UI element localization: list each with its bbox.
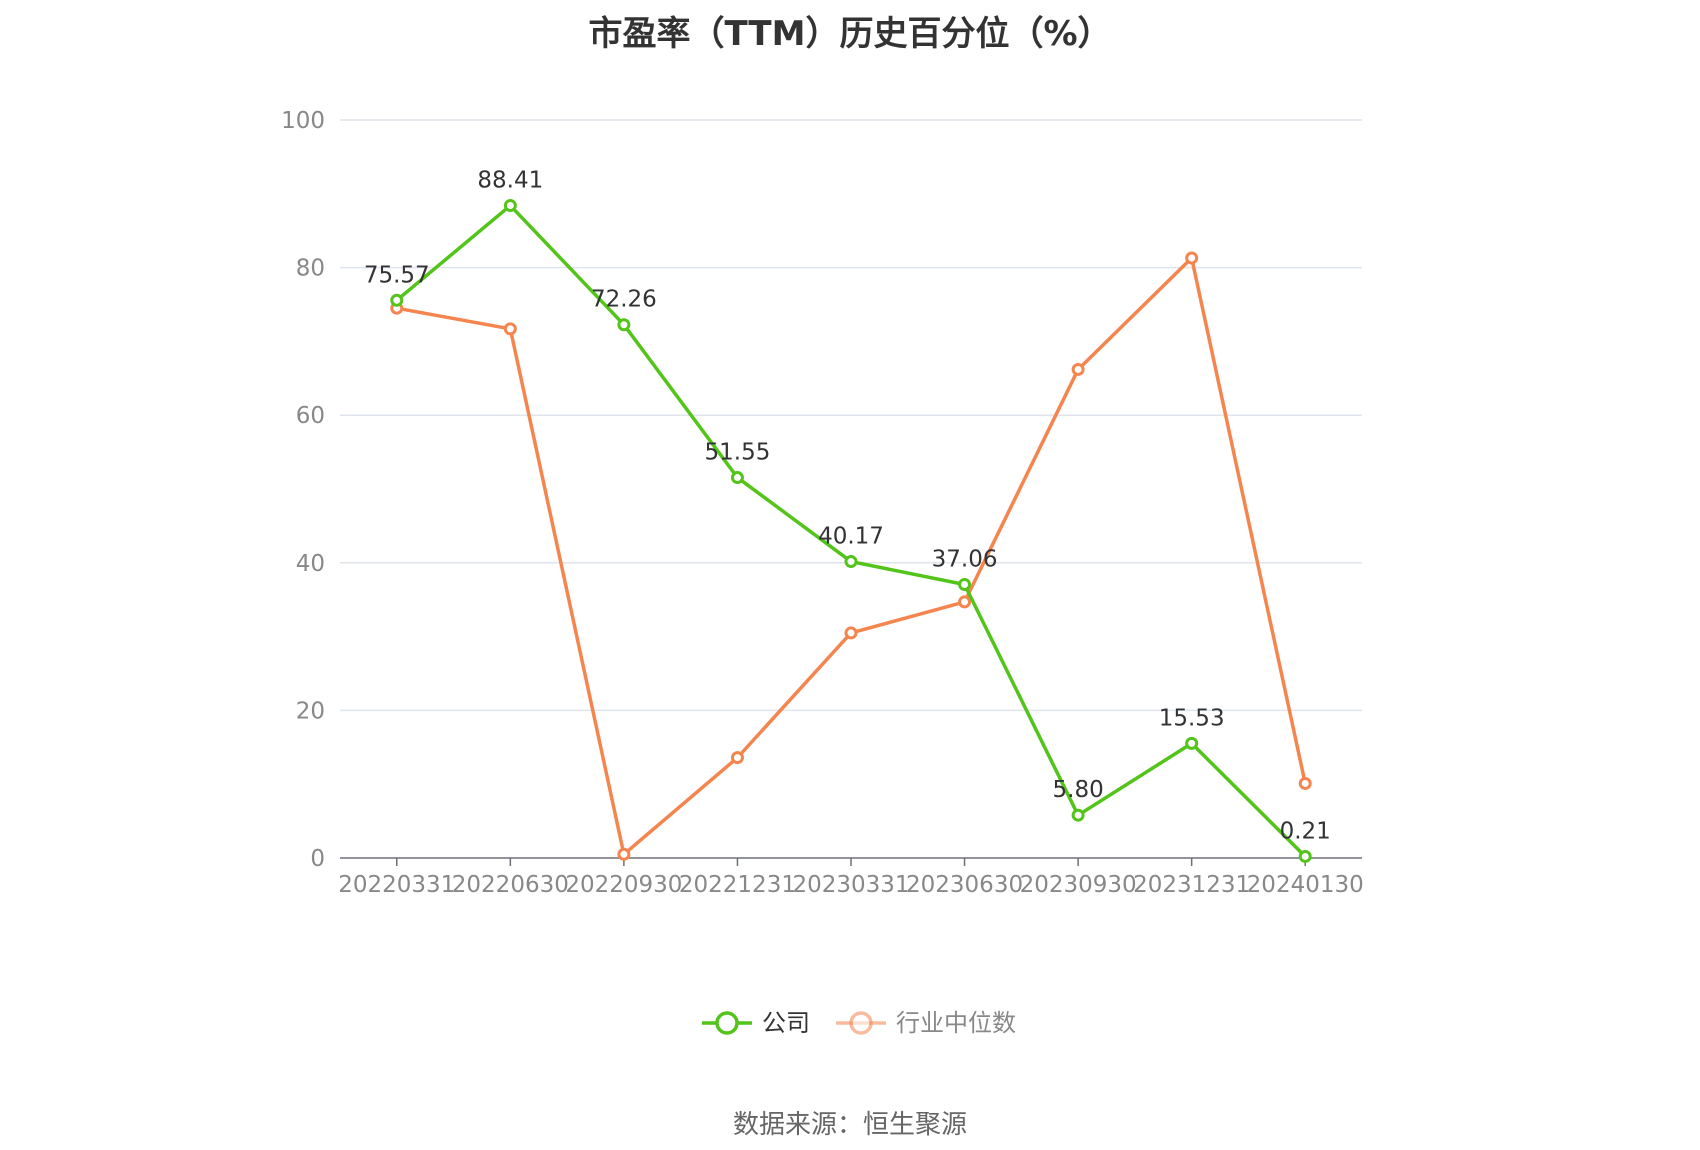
x-tick-label: 20230630: [906, 872, 1023, 898]
data-label: 0.21: [1280, 818, 1331, 844]
data-point: [1071, 362, 1085, 376]
data-label: 75.57: [364, 262, 430, 288]
y-tick-label: 80: [296, 256, 325, 282]
x-tick-label: 20231231: [1133, 872, 1250, 898]
legend-label: 行业中位数: [896, 1009, 1016, 1037]
data-point: [1071, 808, 1085, 822]
data-point: [1185, 736, 1199, 750]
x-axis: 2022033120220630202209302022123120230331…: [338, 857, 1364, 898]
y-tick-label: 60: [296, 403, 325, 429]
y-axis-ticks: 0 20 40 60 80 100: [281, 108, 325, 872]
legend-swatch-marker: [715, 1011, 739, 1035]
x-tick-label: 20220630: [452, 872, 569, 898]
data-point: [844, 626, 858, 640]
x-tick-label: 20230930: [1020, 872, 1137, 898]
data-point: [1185, 251, 1199, 265]
data-point: [617, 318, 631, 332]
series-lines: [390, 199, 1312, 863]
data-label: 72.26: [591, 287, 657, 313]
gridlines: [340, 119, 1362, 712]
data-labels: 75.57 88.41 72.26 51.55 40.17 37.06 5.80 15.53 0…: [364, 168, 1331, 845]
data-point: [503, 322, 517, 336]
data-point: [730, 751, 744, 765]
data-label: 5.80: [1053, 777, 1104, 803]
x-tick-label: 20240130: [1247, 872, 1364, 898]
data-label: 15.53: [1159, 705, 1225, 731]
data-point: [617, 847, 631, 861]
data-point: [503, 199, 517, 213]
data-label: 37.06: [932, 546, 998, 572]
data-point: [1298, 776, 1312, 790]
legend-swatch-marker: [849, 1011, 873, 1035]
y-tick-label: 40: [296, 551, 325, 577]
x-tick-label: 20220930: [565, 872, 682, 898]
data-source: 数据来源：恒生聚源: [732, 1110, 967, 1140]
data-point: [958, 595, 972, 609]
y-tick-label: 20: [296, 698, 325, 724]
legend: 公司 行业中位数: [702, 1009, 1016, 1037]
x-tick-label: 20221231: [679, 872, 796, 898]
chart-title: 市盈率（TTM）历史百分位（%）: [588, 14, 1112, 54]
x-tick-label: 20230331: [792, 872, 909, 898]
data-label: 51.55: [705, 440, 771, 466]
data-label: 40.17: [818, 524, 884, 550]
data-label: 88.41: [477, 168, 543, 194]
data-point: [730, 471, 744, 485]
data-point: [390, 293, 404, 307]
y-tick-label: 0: [310, 846, 325, 872]
x-tick-label: 20220331: [338, 872, 455, 898]
data-point: [844, 555, 858, 569]
y-tick-label: 100: [281, 108, 325, 134]
data-point: [958, 577, 972, 591]
data-point: [1298, 849, 1312, 863]
legend-label: 公司: [762, 1009, 810, 1037]
